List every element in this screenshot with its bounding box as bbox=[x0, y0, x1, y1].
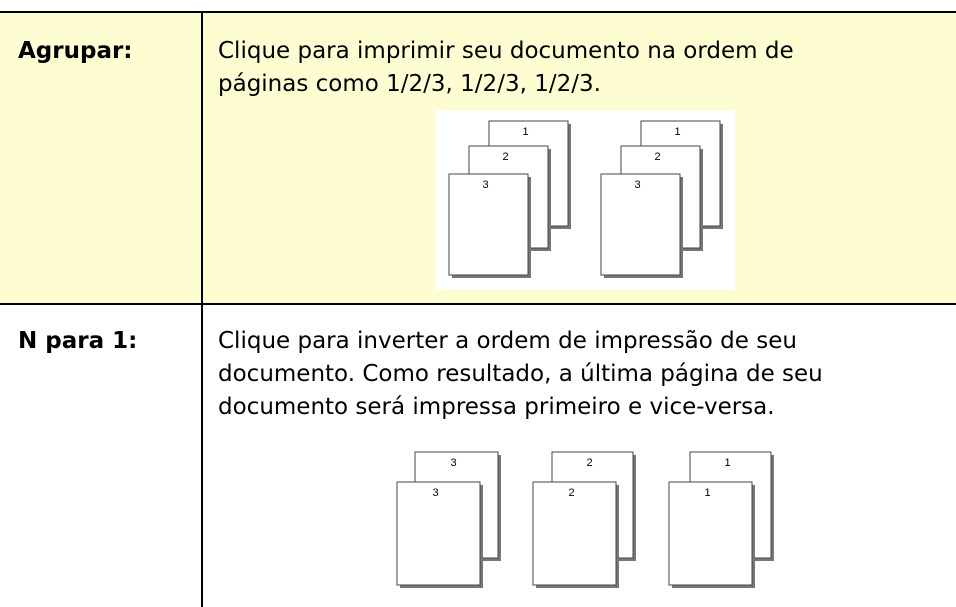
page-number: 3 bbox=[482, 179, 488, 191]
page bbox=[668, 481, 753, 586]
page-number: 2 bbox=[502, 151, 508, 163]
page bbox=[448, 173, 529, 276]
row-label: Agrupar: bbox=[18, 38, 133, 64]
description-line: Clique para imprimir seu documento na or… bbox=[218, 38, 794, 64]
page-number: 2 bbox=[654, 151, 660, 163]
page-number: 1 bbox=[704, 487, 710, 499]
page-number: 2 bbox=[586, 457, 592, 469]
page-number: 3 bbox=[432, 487, 438, 499]
page bbox=[396, 481, 481, 586]
page-number: 1 bbox=[724, 457, 730, 469]
page bbox=[600, 173, 681, 276]
page-number: 3 bbox=[634, 179, 640, 191]
page-number: 2 bbox=[568, 487, 574, 499]
row-label: N para 1: bbox=[18, 328, 137, 354]
description-line: documento. Como resultado, a última pági… bbox=[218, 361, 823, 387]
description-line: documento será impressa primeiro e vice-… bbox=[218, 394, 775, 420]
page bbox=[532, 481, 617, 586]
description-line: páginas como 1/2/3, 1/2/3, 1/2/3. bbox=[218, 71, 601, 97]
description-line: Clique para inverter a ordem de impressã… bbox=[218, 328, 797, 354]
page-number: 1 bbox=[674, 126, 680, 138]
page-number: 3 bbox=[450, 457, 456, 469]
page-number: 1 bbox=[522, 126, 528, 138]
